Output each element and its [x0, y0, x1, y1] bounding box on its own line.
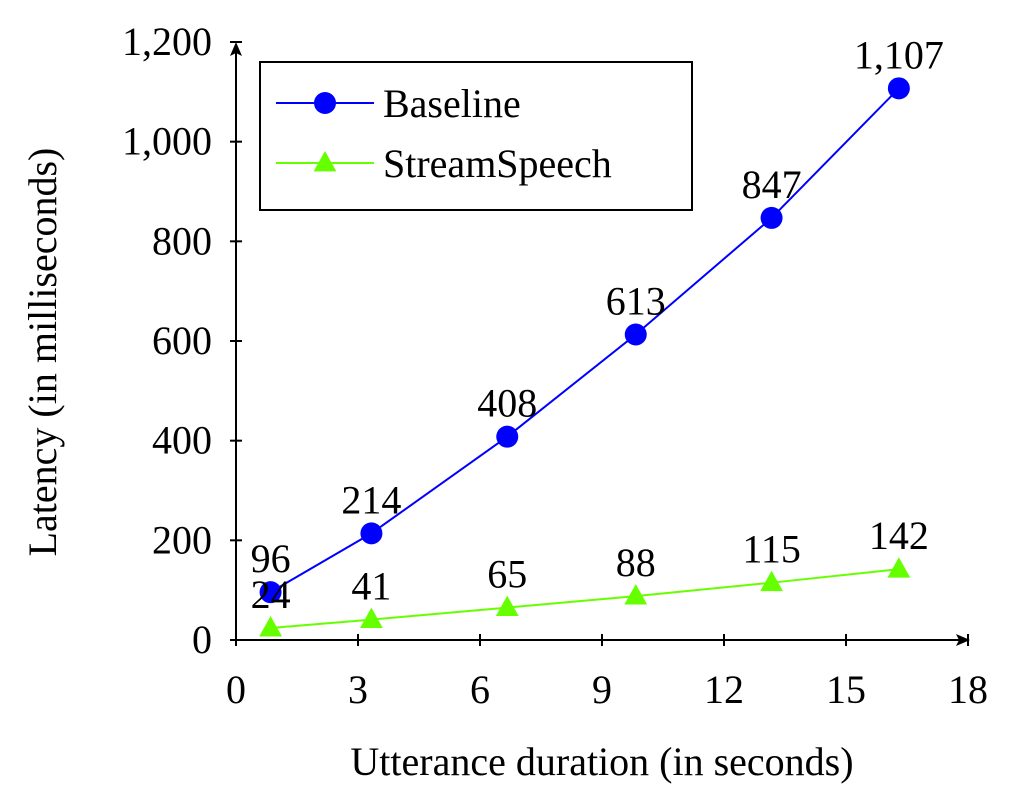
data-label: 214	[341, 477, 401, 522]
ticks: 0 3 6 9 12 15 18 0 200 400 600 800 1,000 1,200	[122, 19, 988, 712]
data-label: 408	[477, 381, 537, 426]
x-tick-label: 12	[704, 667, 744, 712]
legend: Baseline StreamSpeech	[259, 61, 693, 211]
y-axis-arrowhead	[230, 42, 242, 56]
series-line-baseline	[270, 87, 900, 594]
legend-label: StreamSpeech	[383, 141, 612, 186]
legend-marker	[314, 92, 336, 114]
legend-marker	[313, 151, 337, 172]
legend-label: Baseline	[383, 81, 521, 126]
data-label: 88	[616, 540, 656, 585]
data-label: 847	[742, 162, 802, 207]
data-point	[360, 522, 383, 545]
data-point	[624, 323, 647, 346]
data-label: 24	[251, 572, 291, 617]
series-line-streamspeech	[270, 568, 899, 630]
data-labels: 96 214 408 613 847 1,107 24 41 65 88 115 142	[251, 32, 944, 617]
x-axis-title: Utterance duration (in seconds)	[350, 739, 853, 784]
data-point	[760, 570, 783, 592]
x-tick-label: 9	[592, 667, 612, 712]
y-tick-label: 200	[152, 517, 212, 562]
data-point	[887, 557, 911, 578]
x-tick-label: 15	[826, 667, 866, 712]
data-point	[887, 77, 910, 100]
data-point	[259, 581, 282, 604]
x-tick-label: 18	[948, 667, 988, 712]
data-label: 41	[351, 564, 391, 609]
data-label: 1,107	[854, 32, 944, 77]
y-tick-label: 0	[192, 617, 212, 662]
y-tick-label: 400	[152, 418, 212, 463]
data-label: 115	[742, 527, 801, 572]
x-tick-label: 6	[470, 667, 490, 712]
y-tick-label: 800	[152, 218, 212, 263]
y-tick-label: 1,000	[122, 119, 212, 164]
data-point	[496, 425, 519, 448]
data-point	[259, 616, 282, 637]
data-point	[624, 584, 648, 605]
data-label: 96	[251, 536, 291, 581]
x-tick-label: 3	[348, 667, 368, 712]
data-point	[360, 607, 383, 628]
x-axis-arrowhead	[956, 634, 970, 646]
series-layer	[259, 77, 911, 637]
data-point	[495, 595, 519, 617]
data-label: 65	[487, 552, 527, 597]
y-axis-title: Latency (in milliseconds)	[20, 148, 65, 557]
x-tick-label: 0	[226, 667, 246, 712]
data-label: 142	[869, 513, 929, 558]
y-tick-label: 1,200	[122, 19, 212, 64]
legend-box	[259, 61, 693, 211]
data-label: 613	[606, 279, 666, 324]
y-tick-label: 600	[152, 318, 212, 363]
data-point	[760, 206, 783, 229]
